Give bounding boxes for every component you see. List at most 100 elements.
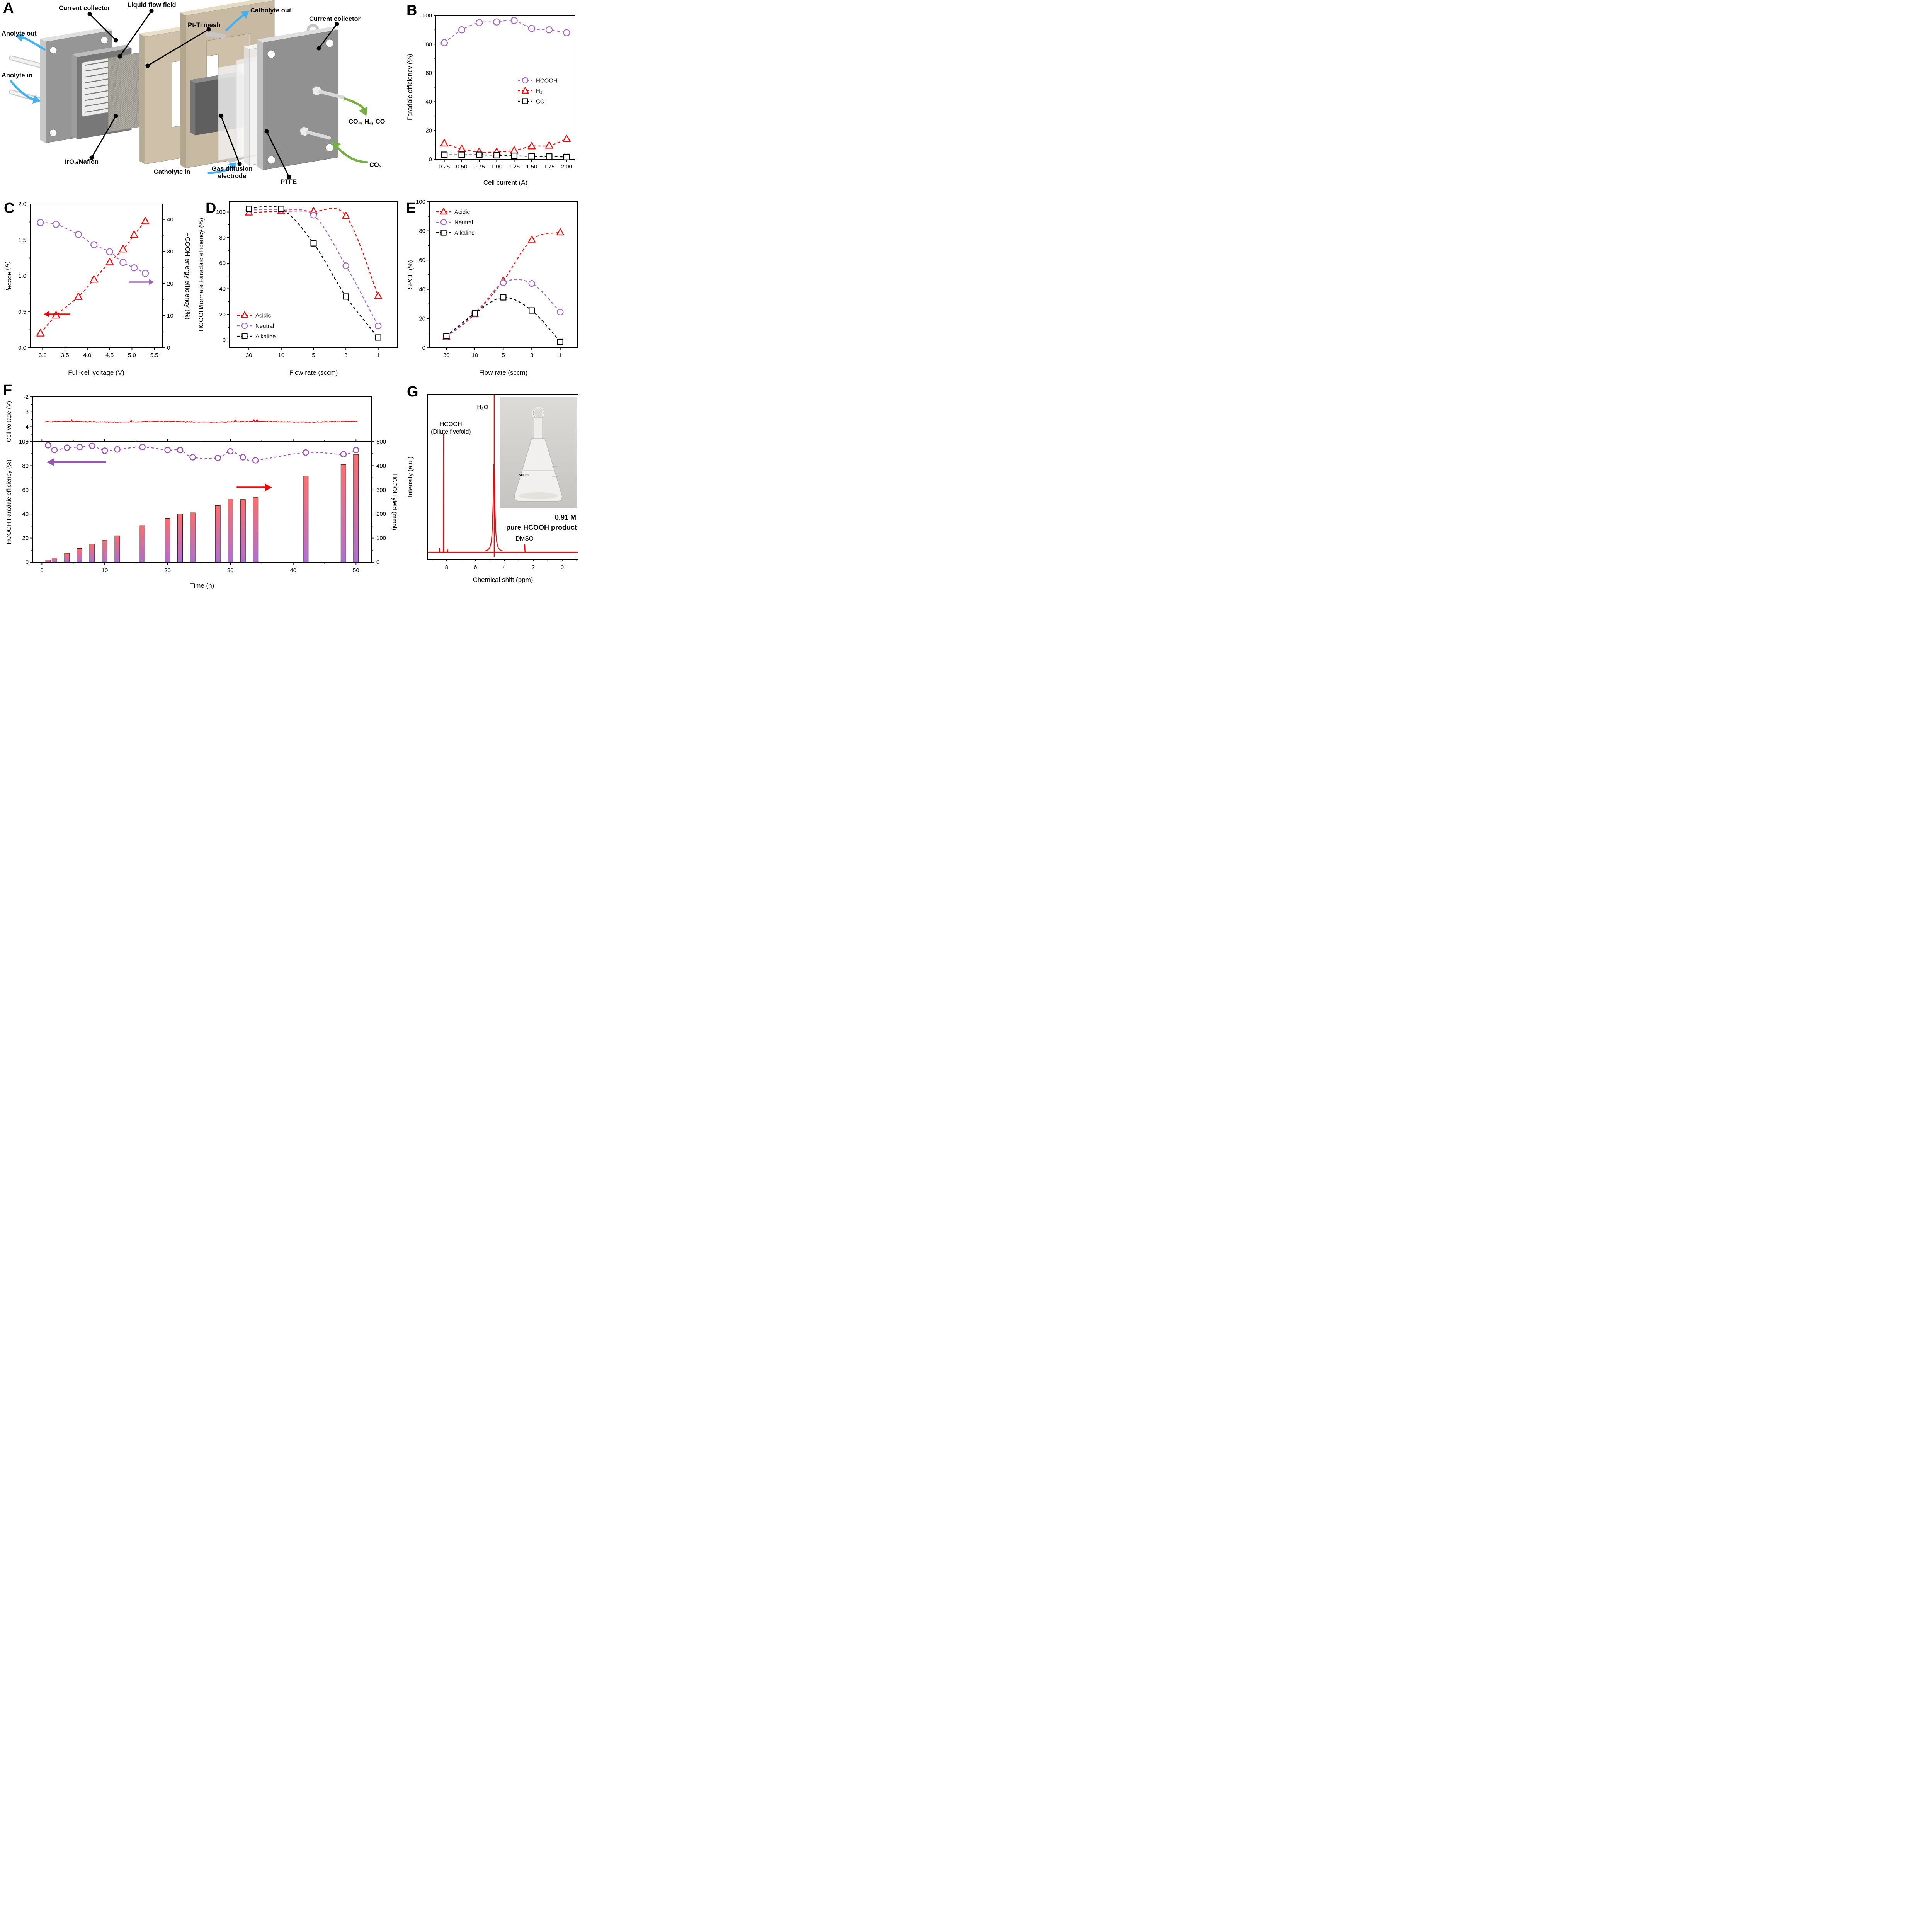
svg-text:0.91 M: 0.91 M <box>555 514 576 521</box>
svg-text:Acidic: Acidic <box>255 313 271 319</box>
series-CO <box>441 151 570 160</box>
svg-text:40: 40 <box>22 511 29 517</box>
svg-text:0.50: 0.50 <box>456 163 467 170</box>
svg-text:5.5: 5.5 <box>150 352 158 359</box>
label-gas-diffusion-electrode: Gas diffusion electrode <box>212 165 253 180</box>
svg-text:3: 3 <box>344 352 347 359</box>
svg-text:80: 80 <box>419 228 425 235</box>
figure-page: A Current collector Liquid flow field Pt… <box>0 0 582 594</box>
svg-text:500: 500 <box>376 439 386 445</box>
svg-text:HCOOH: HCOOH <box>536 78 558 84</box>
arrow-left-axis <box>44 311 70 317</box>
panel-f-letter: F <box>3 382 12 398</box>
svg-text:Flow rate (sccm): Flow rate (sccm) <box>479 369 528 376</box>
gas-fitting <box>311 85 345 99</box>
plot-d: 30 10 5 3 1020406080100AcidicNeutralAlkaline… <box>198 201 398 376</box>
svg-text:0.25: 0.25 <box>439 163 450 170</box>
svg-text:10: 10 <box>278 352 285 359</box>
plot-g: 8 6 4 2 0 500ml HCOOH (Dilute fivefold) H₂O DMSO 0… <box>407 394 578 583</box>
svg-text:20: 20 <box>419 315 425 322</box>
svg-text:1.0: 1.0 <box>18 273 26 279</box>
nmr-trace <box>428 395 578 557</box>
product-annotation: 0.91 M pure HCOOH product <box>506 514 577 531</box>
svg-text:1.5: 1.5 <box>18 237 26 243</box>
label-current-collector-right: Current collector <box>309 15 361 22</box>
svg-text:60: 60 <box>419 257 425 264</box>
svg-text:0.5: 0.5 <box>18 309 26 315</box>
panel-b: 0.25 0.50 0.75 1.00 1.25 1.50 1.75 2.00 0 20 40 60 8… <box>402 0 582 190</box>
svg-text:Intensity (a.u.): Intensity (a.u.) <box>407 457 414 497</box>
leader-line <box>145 27 211 68</box>
svg-text:iHCOOH (A): iHCOOH (A) <box>3 261 12 291</box>
svg-text:Cell voltage (V): Cell voltage (V) <box>6 401 12 442</box>
svg-text:Time (h): Time (h) <box>190 582 214 589</box>
plot-c: 3.0 3.5 4.0 4.5 5.0 5.5 0.0 0.5 1.0 1.5 2.0 0 10 20 30… <box>3 201 191 376</box>
svg-text:0: 0 <box>26 559 29 566</box>
label-anolyte-in: Anolyte in <box>2 72 32 79</box>
legend: Acidic Neutral Alkaline <box>237 311 276 340</box>
svg-text:DMSO: DMSO <box>515 536 534 542</box>
svg-text:HCOOH yield (mmol): HCOOH yield (mmol) <box>391 474 398 530</box>
series-Acidic <box>245 207 382 299</box>
svg-text:50: 50 <box>353 567 359 574</box>
svg-text:4: 4 <box>503 564 506 571</box>
panel-e-letter: E <box>406 200 416 216</box>
svg-text:5: 5 <box>312 352 315 359</box>
peak-labels: HCOOH (Dilute fivefold) H₂O DMSO <box>431 404 534 542</box>
svg-text:Alkaline: Alkaline <box>255 333 276 340</box>
svg-text:80: 80 <box>22 463 29 469</box>
svg-text:60: 60 <box>22 487 29 493</box>
svg-text:8: 8 <box>445 564 448 571</box>
svg-text:0: 0 <box>40 567 43 574</box>
label-pt-ti-mesh: Pt-Ti mesh <box>188 22 221 29</box>
svg-text:HCOOH energy efficiency (%): HCOOH energy efficiency (%) <box>184 232 191 320</box>
svg-text:4.0: 4.0 <box>83 352 91 359</box>
svg-text:60: 60 <box>425 70 432 77</box>
nmr-chart: 8 6 4 2 0 500ml HCOOH (Dilute fivefold) H₂O DMSO 0… <box>407 394 578 583</box>
label-anolyte-out: Anolyte out <box>2 30 37 37</box>
yield-arrow <box>236 483 272 492</box>
svg-text:1.50: 1.50 <box>526 163 537 170</box>
panel-b-letter: B <box>406 2 417 19</box>
panel-a: A Current collector Liquid flow field Pt… <box>0 0 402 190</box>
svg-text:1.00: 1.00 <box>491 163 502 170</box>
svg-text:0: 0 <box>167 345 170 351</box>
svg-text:0.0: 0.0 <box>18 345 26 351</box>
svg-text:200: 200 <box>376 511 386 517</box>
svg-text:0: 0 <box>422 345 425 351</box>
svg-text:40: 40 <box>290 567 296 574</box>
svg-text:3.0: 3.0 <box>39 352 47 359</box>
leader-line <box>117 9 154 59</box>
panel-f: -2 -3 -4 -5 0 20 40 60 80 100 0 100 200 300 400 500 0 10 2… <box>0 381 403 594</box>
svg-text:10: 10 <box>472 352 478 359</box>
svg-text:1: 1 <box>559 352 562 359</box>
svg-text:100: 100 <box>376 535 386 542</box>
label-gas-in: CO₂ <box>369 162 382 168</box>
svg-text:5: 5 <box>502 352 505 359</box>
panel-c: 3.0 3.5 4.0 4.5 5.0 5.5 0.0 0.5 1.0 1.5 2.0 0 10 20 30… <box>0 190 194 381</box>
series-Alkaline <box>443 294 563 345</box>
panel-d-letter: D <box>206 200 216 216</box>
svg-text:100: 100 <box>216 209 226 216</box>
series-Neutral <box>245 206 382 330</box>
fe-series <box>45 442 359 464</box>
svg-text:30: 30 <box>443 352 450 359</box>
svg-text:80: 80 <box>219 235 226 241</box>
svg-text:Neutral: Neutral <box>255 323 274 330</box>
plot-b: 0.25 0.50 0.75 1.00 1.25 1.50 1.75 2.00 0 20 40 60 8… <box>406 12 575 186</box>
svg-text:0.75: 0.75 <box>474 163 485 170</box>
leader-line <box>316 22 339 51</box>
svg-text:3: 3 <box>530 352 533 359</box>
svg-text:0: 0 <box>429 156 432 163</box>
leader-line <box>219 114 242 166</box>
svg-text:5.0: 5.0 <box>128 352 136 359</box>
svg-text:30: 30 <box>227 567 234 574</box>
svg-text:1: 1 <box>377 352 380 359</box>
svg-text:80: 80 <box>425 41 432 48</box>
svg-text:6: 6 <box>474 564 477 571</box>
svg-text:Full-cell voltage (V): Full-cell voltage (V) <box>68 369 124 376</box>
svg-text:2.00: 2.00 <box>561 163 572 170</box>
plot-e: 30 10 5 3 1020406080100AcidicNeutralAlkaline… <box>407 199 578 376</box>
leader-line <box>264 129 291 179</box>
svg-text:SPCE (%): SPCE (%) <box>407 260 414 289</box>
